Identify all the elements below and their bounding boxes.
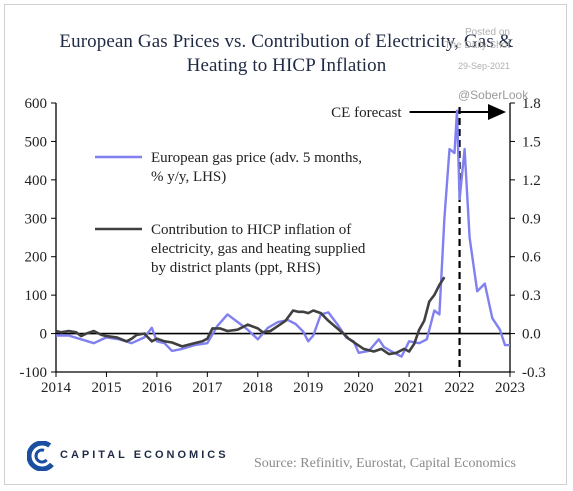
y-left-tick-label: -100	[20, 365, 48, 381]
x-tick-label: 2015	[91, 380, 121, 396]
x-tick-label: 2021	[394, 380, 424, 396]
y-right-tick-label: 1.5	[522, 134, 541, 150]
source-note: Source: Refinitiv, Eurostat, Capital Eco…	[254, 456, 516, 471]
forecast-annotation: CE forecast	[331, 105, 402, 121]
chart-frame	[4, 4, 567, 485]
watermark-daily-shot: The Daily Shot	[444, 40, 510, 51]
x-tick-label: 2022	[445, 380, 475, 396]
chart-title-line2: Heating to HICP Inflation	[186, 55, 387, 76]
y-left-tick-label: 300	[25, 211, 48, 227]
x-tick-label: 2019	[293, 380, 323, 396]
series-line-hicp-contribution	[55, 276, 446, 356]
watermark-posted-on: Posted on	[464, 27, 510, 38]
series-line-gas-price	[56, 109, 510, 358]
y-right-tick-label: 1.2	[522, 173, 541, 189]
watermark-handle: @SoberLook	[458, 88, 529, 102]
y-right-tick-label: 1.8	[522, 96, 541, 112]
legend-label-hicp-line1: Contribution to HICP inflation of	[151, 222, 351, 238]
chart-title-line1: European Gas Prices vs. Contribution of …	[59, 31, 514, 52]
x-tick-label: 2016	[142, 380, 173, 396]
y-right-tick-label: -0.3	[522, 365, 546, 381]
logo-text: CAPITAL ECONOMICS	[60, 449, 229, 461]
y-left-tick-label: 200	[25, 250, 48, 266]
legend-label-hicp-line2: electricity, gas and heating supplied	[151, 241, 366, 257]
legend-label-gas-line1: European gas price (adv. 5 months,	[151, 150, 362, 166]
y-right-tick-label: 0.9	[522, 211, 541, 227]
legend-label-hicp-line3: by district plants (ppt, RHS)	[151, 260, 321, 276]
capital-economics-logo-icon	[27, 441, 57, 471]
x-tick-label: 2018	[243, 380, 273, 396]
x-tick-label: 2017	[192, 380, 223, 396]
y-left-tick-label: 400	[25, 173, 48, 189]
x-tick-label: 2014	[41, 380, 72, 396]
x-tick-label: 2023	[495, 380, 525, 396]
y-left-tick-label: 0	[40, 327, 48, 343]
y-left-tick-label: 600	[25, 96, 48, 112]
legend-label-gas-line2: % y/y, LHS)	[151, 169, 226, 185]
y-left-tick-label: 500	[25, 134, 48, 150]
y-right-tick-label: 0.6	[522, 250, 541, 266]
y-left-tick-label: 100	[25, 288, 48, 304]
forecast-arrow-head	[488, 104, 506, 120]
x-tick-label: 2020	[344, 380, 374, 396]
y-right-tick-label: 0.3	[522, 288, 541, 304]
watermark-date: 29-Sep-2021	[457, 61, 510, 71]
y-right-tick-label: 0.0	[522, 327, 541, 343]
